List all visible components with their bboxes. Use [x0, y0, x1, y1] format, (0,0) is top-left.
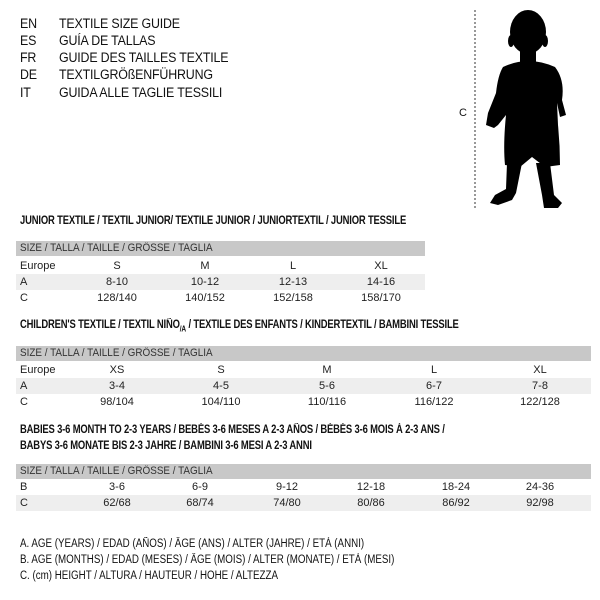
table-header: SIZE / TALLA / TAILLE / GRÖSSE / TAGLIA	[16, 464, 591, 479]
table-cell: 8-10	[105, 276, 129, 288]
lang-code-es: ES	[20, 33, 37, 48]
row-label: C	[20, 292, 28, 304]
table-row: B 3-6 6-9 9-12 12-18 18-24 24-36	[16, 479, 591, 495]
lang-code-en: EN	[20, 16, 37, 31]
table-cell: 122/128	[520, 396, 560, 408]
lang-title-es: GUÍA DE TALLAS	[59, 33, 156, 48]
table-cell: 10-12	[190, 276, 220, 288]
title-subscript: /A	[179, 324, 186, 334]
table-cell: S	[217, 364, 225, 376]
title-text: / TEXTILE DES ENFANTS / KINDERTEXTIL / B…	[185, 319, 459, 331]
children-size-table: SIZE / TALLA / TAILLE / GRÖSSE / TAGLIA …	[16, 346, 591, 410]
table-cell: L	[430, 364, 438, 376]
table-header-label: SIZE / TALLA / TAILLE / GRÖSSE / TAGLIA	[20, 242, 213, 254]
table-cell: 12-18	[356, 481, 386, 493]
lang-code-it: IT	[20, 85, 31, 100]
table-cell: 80/86	[357, 497, 385, 509]
table-cell: 74/80	[273, 497, 301, 509]
lang-code-de: DE	[20, 67, 37, 82]
table-cell: S	[113, 260, 121, 272]
table-header: SIZE / TALLA / TAILLE / GRÖSSE / TAGLIA	[16, 346, 591, 361]
table-row: Europe XS S M L XL	[16, 362, 591, 378]
table-row: C 62/68 68/74 74/80 80/86 86/92 92/98	[16, 495, 591, 511]
babies-size-table: SIZE / TALLA / TAILLE / GRÖSSE / TAGLIA …	[16, 464, 591, 511]
junior-size-table: SIZE / TALLA / TAILLE / GRÖSSE / TAGLIA …	[16, 241, 425, 306]
table-cell: 18-24	[441, 481, 471, 493]
table-cell: 98/104	[100, 396, 134, 408]
table-cell: 6-9	[192, 481, 208, 493]
row-label: C	[20, 396, 28, 408]
table-row: C 98/104 104/110 110/116 116/122 122/128	[16, 394, 591, 410]
row-label: Europe	[20, 260, 56, 272]
table-cell: 6-7	[426, 380, 442, 392]
table-row: Europe S M L XL	[16, 258, 425, 274]
legend-c: C. (cm) HEIGHT / ALTURA / HAUTEUR / HÖHE…	[20, 570, 278, 582]
row-label: Europe	[20, 364, 56, 376]
table-cell: 128/140	[97, 292, 137, 304]
table-cell: 116/122	[414, 396, 454, 408]
table-cell: 3-4	[109, 380, 125, 392]
legend-b: B. AGE (MONTHS) / EDAD (MESES) / ÂGE (MO…	[20, 554, 395, 566]
title-text: CHILDREN'S TEXTILE / TEXTIL NIÑO	[20, 319, 180, 331]
table-cell: 140/152	[185, 292, 225, 304]
table-header-label: SIZE / TALLA / TAILLE / GRÖSSE / TAGLIA	[20, 465, 213, 477]
table-cell: 12-13	[278, 276, 308, 288]
legend-a: A. AGE (YEARS) / EDAD (AÑOS) / ÂGE (ANS)…	[20, 538, 365, 550]
table-cell: M	[200, 260, 210, 272]
table-cell: 4-5	[213, 380, 229, 392]
table-row: A 3-4 4-5 5-6 6-7 7-8	[16, 378, 591, 394]
table-cell: 158/170	[361, 292, 401, 304]
height-measure-label: C	[459, 107, 467, 119]
table-cell: 92/98	[526, 497, 554, 509]
table-header: SIZE / TALLA / TAILLE / GRÖSSE / TAGLIA	[16, 241, 425, 256]
table-cell: 14-16	[366, 276, 396, 288]
row-label: C	[20, 497, 28, 509]
junior-section-title: JUNIOR TEXTILE / TEXTIL JUNIOR/ TEXTILE …	[20, 215, 407, 227]
table-cell: 62/68	[103, 497, 131, 509]
children-section-title: CHILDREN'S TEXTILE / TEXTIL NIÑO/A / TEX…	[20, 319, 459, 333]
table-cell: XL	[533, 364, 547, 376]
table-cell: 9-12	[275, 481, 299, 493]
table-cell: 86/92	[442, 497, 470, 509]
lang-title-de: TEXTILGRÖßENFÜHRUNG	[59, 67, 213, 82]
row-label: A	[20, 276, 28, 288]
table-cell: M	[322, 364, 332, 376]
row-label: B	[20, 481, 28, 493]
lang-title-fr: GUIDE DES TAILLES TEXTILE	[59, 50, 229, 65]
lang-code-fr: FR	[20, 50, 37, 65]
table-cell: 3-6	[109, 481, 125, 493]
table-cell: XL	[374, 260, 388, 272]
table-cell: 68/74	[186, 497, 214, 509]
lang-title-it: GUIDA ALLE TAGLIE TESSILI	[59, 85, 223, 100]
babies-section-title-line2: BABYS 3-6 MONATE BIS 2-3 JAHRE / BAMBINI…	[20, 440, 312, 452]
table-row: A 8-10 10-12 12-13 14-16	[16, 274, 425, 290]
table-cell: 24-36	[525, 481, 555, 493]
table-cell: L	[289, 260, 297, 272]
table-cell: 7-8	[532, 380, 548, 392]
table-row: C 128/140 140/152 152/158 158/170	[16, 290, 425, 306]
table-cell: 152/158	[273, 292, 313, 304]
baby-silhouette-icon	[474, 10, 566, 208]
babies-section-title-line1: BABIES 3-6 MONTH TO 2-3 YEARS / BEBÉS 3-…	[20, 424, 445, 436]
table-header-label: SIZE / TALLA / TAILLE / GRÖSSE / TAGLIA	[20, 347, 213, 359]
table-cell: 110/116	[307, 396, 347, 408]
table-cell: XS	[109, 364, 125, 376]
row-label: A	[20, 380, 28, 392]
table-cell: 104/110	[201, 396, 241, 408]
lang-title-en: TEXTILE SIZE GUIDE	[59, 16, 180, 31]
table-cell: 5-6	[319, 380, 335, 392]
